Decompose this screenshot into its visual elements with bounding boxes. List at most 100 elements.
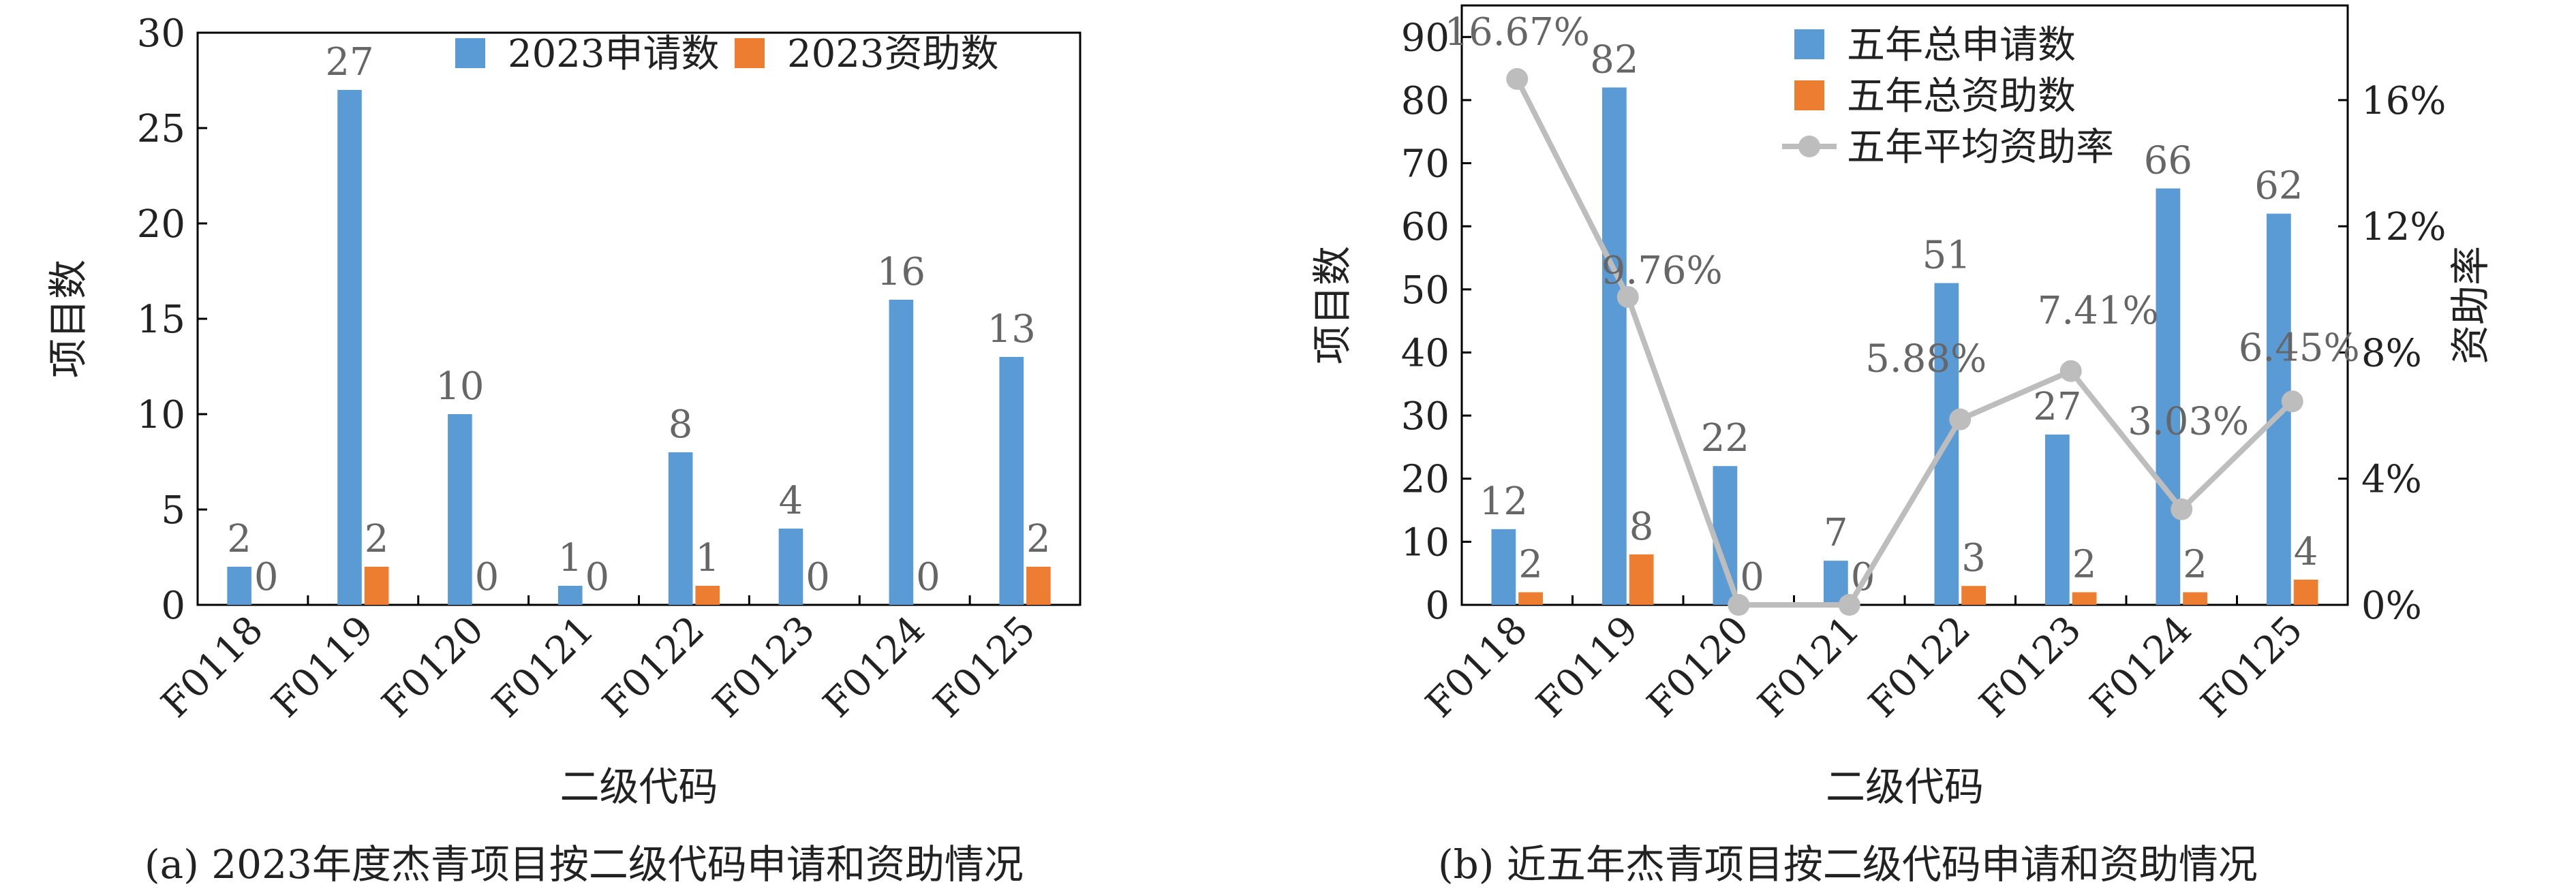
data-label: 27: [2033, 385, 2081, 429]
rate-label: 16.67%: [1444, 10, 1590, 54]
data-label: 2: [2072, 542, 2097, 586]
data-label: 66: [2144, 139, 2192, 183]
data-label: 13: [987, 307, 1036, 351]
data-label: 0: [254, 555, 279, 599]
rate-label: 6.45%: [2239, 326, 2360, 370]
legend-swatch: [455, 38, 485, 68]
y-tick-label: 20: [137, 202, 185, 247]
y-tick-label: 15: [137, 298, 185, 342]
y-tick-label: 30: [137, 12, 185, 56]
bar: [2293, 579, 2318, 605]
data-label: 27: [325, 40, 373, 84]
legend-label: 2023资助数: [787, 32, 999, 76]
bar: [1629, 554, 1654, 605]
y-tick-label: 0: [161, 584, 185, 628]
chart-a: 051015202530F0118F0119F0120F0121F0122F01…: [45, 12, 1082, 810]
y-tick-label: 30: [1401, 394, 1450, 439]
y-tick-label: 50: [1401, 268, 1450, 313]
data-label: 0: [585, 555, 610, 599]
bar: [1491, 529, 1516, 605]
x-tick-label: F0124: [815, 608, 934, 726]
data-label: 10: [435, 364, 484, 409]
data-label: 4: [779, 479, 803, 523]
bar: [668, 452, 693, 605]
x-axis-label: 二级代码: [559, 764, 718, 810]
legend-label: 五年平均资助率: [1847, 125, 2114, 170]
bar: [2045, 434, 2070, 605]
rate-label: 9.76%: [1601, 249, 1723, 293]
x-tick-label: F0125: [925, 608, 1044, 726]
plot-frame: [196, 31, 1082, 606]
rate-point: [1506, 67, 1529, 90]
rate-label: 5.88%: [1865, 337, 1987, 381]
x-tick-label: F0123: [1971, 608, 2089, 726]
data-label: 8: [669, 403, 693, 447]
y-axis-label: 项目数: [1309, 246, 1355, 364]
y-tick-label: 80: [1401, 79, 1450, 123]
rate-point: [2059, 360, 2082, 382]
data-label: 3: [1961, 536, 1986, 580]
bar: [337, 90, 362, 605]
rate-point: [1728, 594, 1750, 616]
x-tick-label: F0119: [1528, 608, 1646, 726]
y-right-tick-label: 12%: [2361, 205, 2446, 249]
legend-marker: [1798, 136, 1820, 157]
bar: [1518, 592, 1543, 605]
data-label: 4: [2294, 530, 2318, 574]
bar: [1602, 87, 1627, 606]
x-tick-label: F0125: [2192, 608, 2311, 726]
legend-swatch: [1794, 29, 1824, 59]
data-label: 1: [558, 536, 583, 580]
y-tick-label: 40: [1401, 331, 1450, 375]
bar: [1961, 586, 1986, 605]
data-label: 82: [1590, 37, 1638, 82]
bar: [889, 300, 914, 605]
legend-label: 五年总申请数: [1847, 23, 2076, 67]
y-right-tick-label: 4%: [2361, 458, 2422, 502]
x-tick-label: F0123: [705, 608, 823, 726]
rate-point: [2171, 498, 2193, 520]
y-tick-label: 5: [161, 488, 185, 533]
rate-label: 3.03%: [2128, 400, 2249, 444]
bar: [227, 567, 251, 605]
x-tick-label: F0120: [373, 608, 492, 726]
bar: [2156, 188, 2181, 605]
rate-label: 7.41%: [2038, 289, 2159, 333]
bar: [999, 357, 1024, 605]
data-label: 7: [1824, 511, 1848, 555]
y-axis-label: 项目数: [45, 260, 91, 378]
x-tick-label: F0121: [484, 608, 602, 726]
legend-swatch: [735, 38, 765, 68]
bar: [2183, 592, 2207, 605]
x-axis-label: 二级代码: [1826, 764, 1984, 810]
caption-b: (b) 近五年杰青项目按二级代码申请和资助情况: [1438, 841, 2258, 888]
y-tick-label: 25: [137, 107, 185, 151]
data-label: 1: [695, 536, 720, 580]
y-tick-label: 70: [1401, 142, 1450, 187]
rate-point: [1949, 408, 1972, 430]
y-tick-label: 0: [1425, 584, 1450, 628]
data-label: 62: [2254, 164, 2303, 208]
caption-a: (a) 2023年度杰青项目按二级代码申请和资助情况: [144, 841, 1024, 888]
data-label: 16: [877, 250, 925, 294]
data-label: 0: [1740, 555, 1764, 599]
rate-point: [1838, 594, 1860, 616]
x-tick-label: F0124: [2082, 608, 2201, 726]
bar: [695, 586, 720, 605]
x-tick-label: F0122: [1860, 608, 1979, 726]
y-tick-label: 10: [137, 393, 185, 437]
data-label: 2: [365, 517, 389, 561]
bar: [557, 586, 583, 605]
y-tick-label: 90: [1401, 16, 1450, 60]
x-tick-label: F0121: [1749, 608, 1868, 726]
data-label: 2: [2183, 542, 2207, 586]
y-right-tick-label: 0%: [2361, 584, 2422, 628]
legend-label: 五年总资助数: [1847, 74, 2076, 119]
data-label: 22: [1701, 416, 1749, 460]
bar: [448, 414, 472, 605]
data-label: 8: [1629, 505, 1654, 549]
y-tick-label: 60: [1401, 205, 1450, 249]
data-label: 51: [1922, 234, 1971, 278]
